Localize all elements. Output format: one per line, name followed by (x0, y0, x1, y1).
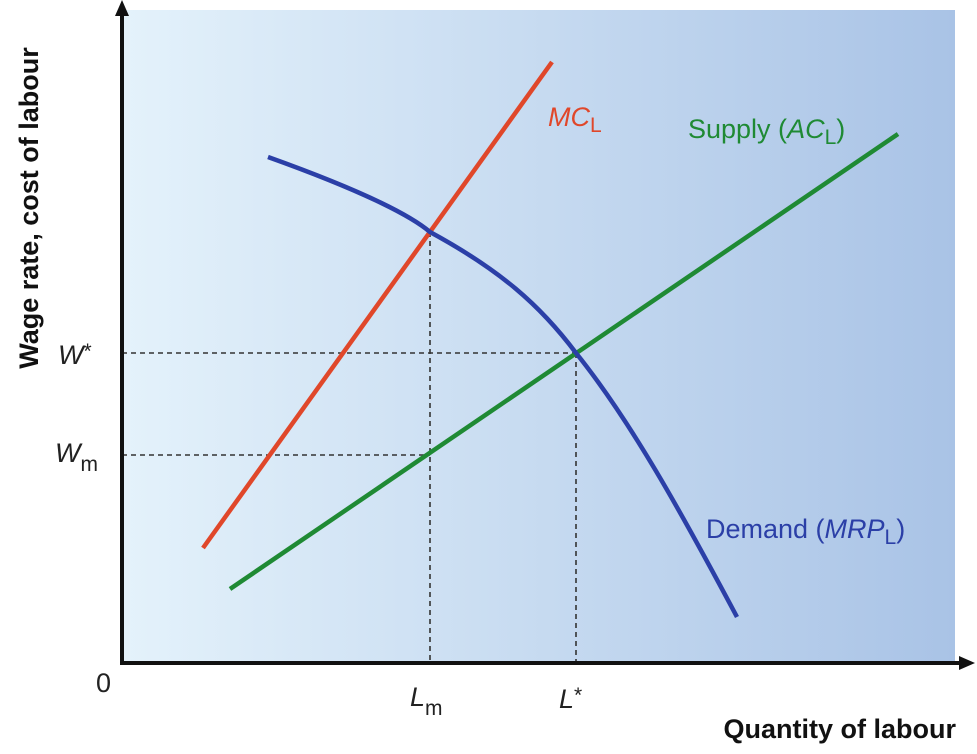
y-axis-label: Wage rate, cost of labour (14, 47, 44, 369)
w-star-label: W* (58, 340, 92, 370)
mc-curve (201, 60, 554, 550)
l-m-label: Lm (410, 682, 443, 720)
x-axis-label: Quantity of labour (724, 714, 957, 744)
plot-background (122, 10, 955, 663)
supply-label: Supply (ACL) (688, 114, 845, 149)
l-star-label: L* (559, 684, 582, 714)
demand-curve (267, 154, 739, 619)
guide-lines (122, 232, 577, 663)
y-axis-arrow (115, 0, 129, 16)
demand-label: Demand (MRPL) (706, 514, 905, 549)
axes (115, 0, 975, 670)
x-axis-arrow (959, 656, 975, 670)
supply-curve (228, 132, 900, 591)
mc-label: MCL (548, 102, 602, 137)
w-m-label: Wm (55, 438, 98, 476)
origin-label: 0 (96, 668, 111, 698)
